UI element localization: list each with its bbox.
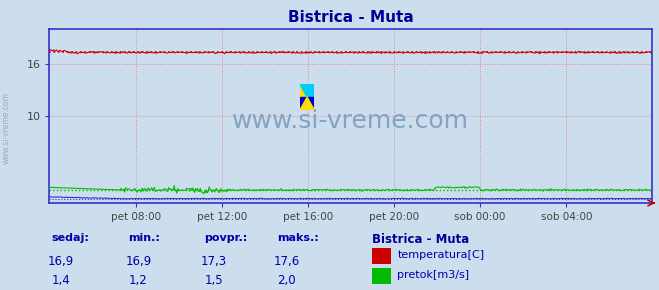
Text: 17,3: 17,3 [201,255,227,268]
Text: sedaj:: sedaj: [51,233,89,243]
Text: 1,5: 1,5 [205,274,223,287]
Bar [300,84,307,97]
Text: 16,9: 16,9 [125,255,152,268]
Text: www.si-vreme.com: www.si-vreme.com [2,92,11,164]
Bar [300,97,314,110]
Text: pretok[m3/s]: pretok[m3/s] [397,270,469,280]
Text: 1,2: 1,2 [129,274,148,287]
Text: temperatura[C]: temperatura[C] [397,250,484,260]
Text: 2,0: 2,0 [277,274,296,287]
Text: 1,4: 1,4 [52,274,71,287]
Polygon shape [300,84,314,97]
Title: Bistrica - Muta: Bistrica - Muta [288,10,414,25]
Bar [307,84,314,97]
Text: 16,9: 16,9 [48,255,74,268]
Text: www.si-vreme.com: www.si-vreme.com [233,109,469,133]
Text: maks.:: maks.: [277,233,318,243]
Text: povpr.:: povpr.: [204,233,248,243]
Text: min.:: min.: [129,233,160,243]
Polygon shape [300,97,314,110]
Text: Bistrica - Muta: Bistrica - Muta [372,233,470,246]
Text: 17,6: 17,6 [273,255,300,268]
